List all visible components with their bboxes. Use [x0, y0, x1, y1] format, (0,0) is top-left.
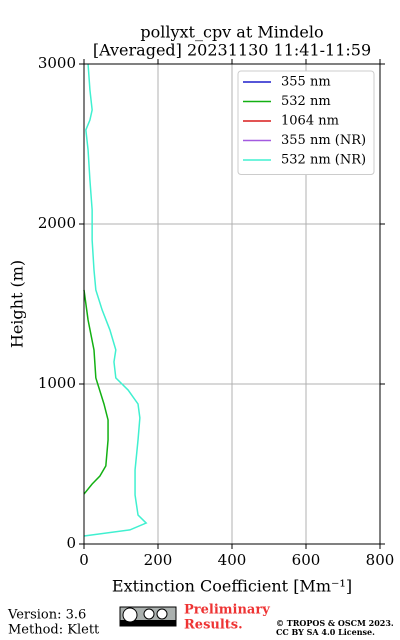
status: Results. — [184, 618, 243, 633]
y-tick-label: 1000 — [38, 374, 76, 392]
method: Method: Klett — [8, 623, 100, 638]
y-tick-label: 0 — [66, 534, 76, 552]
x-tick-label: 200 — [144, 551, 173, 569]
copyright: CC BY SA 4.0 License. — [276, 627, 375, 637]
y-tick-label: 2000 — [38, 214, 76, 232]
x-axis-label: Extinction Coefficient [Mm⁻¹] — [112, 577, 352, 596]
x-tick-label: 600 — [292, 551, 321, 569]
legend-label: 1064 nm — [281, 114, 339, 129]
x-tick-label: 400 — [218, 551, 247, 569]
copyright: © TROPOS & OSCM 2023. — [276, 618, 394, 628]
legend-label: 532 nm (NR) — [281, 153, 366, 168]
x-tick-label: 800 — [366, 551, 395, 569]
y-axis-label: Height (m) — [8, 260, 27, 348]
x-tick-label: 0 — [79, 551, 89, 569]
cc-badge — [119, 606, 177, 627]
legend-label: 355 nm — [281, 75, 331, 90]
version: Version: 3.6 — [7, 608, 86, 623]
status: Preliminary — [184, 603, 270, 618]
plot-frame — [83, 63, 381, 545]
series-line — [83, 63, 148, 537]
chart-title: [Averaged] 20231130 11:41-11:59 — [93, 41, 371, 60]
series-line — [83, 289, 109, 495]
legend-label: 532 nm — [281, 94, 331, 109]
chart-title: pollyxt_cpv at Mindelo — [140, 23, 323, 42]
legend-box — [237, 70, 375, 175]
legend-label: 355 nm (NR) — [281, 133, 366, 148]
y-tick-label: 3000 — [38, 54, 76, 72]
